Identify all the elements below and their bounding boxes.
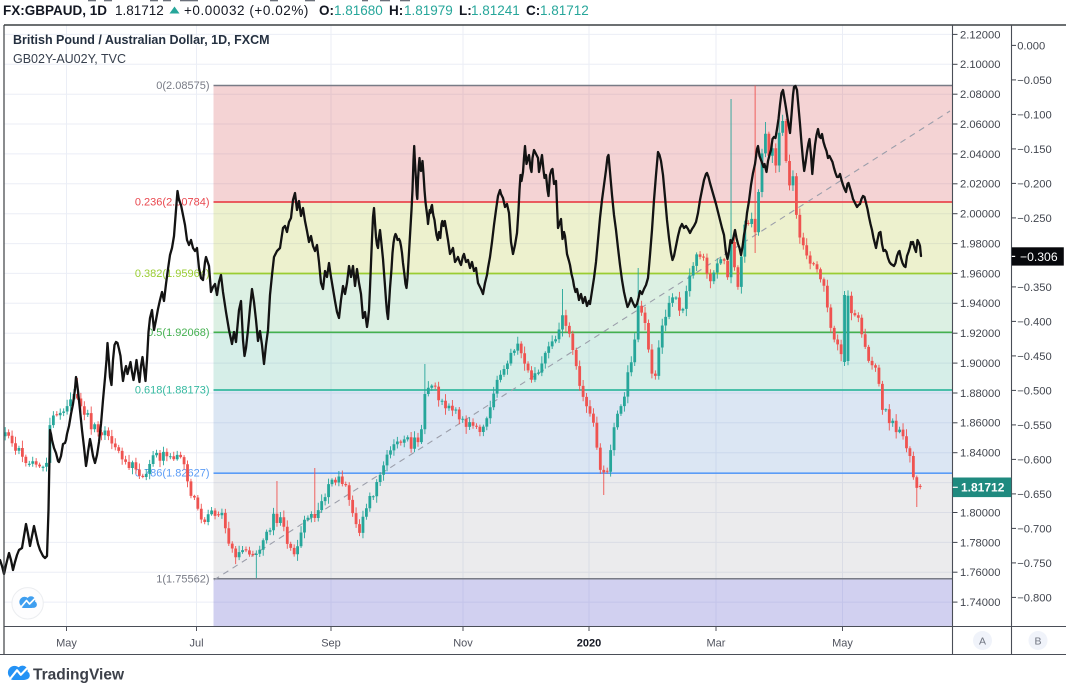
svg-text:May: May [832,638,853,650]
svg-text:0.5(1.92068): 0.5(1.92068) [147,327,209,339]
svg-text:−0.550: −0.550 [1017,420,1052,432]
svg-text:−0.800: −0.800 [1017,592,1052,604]
svg-text:−0.600: −0.600 [1017,454,1052,466]
svg-text:0.618(1.88173): 0.618(1.88173) [135,385,210,397]
svg-text:0.236(2.00784): 0.236(2.00784) [135,197,210,209]
svg-text:FX:GBPAUD, 1D: FX:GBPAUD, 1D [3,3,107,18]
svg-text:1.88000: 1.88000 [960,388,1000,400]
svg-text:H:: H: [389,3,403,18]
svg-text:−0.100: −0.100 [1017,109,1052,121]
svg-text:1.80000: 1.80000 [960,507,1000,519]
svg-text:−0.450: −0.450 [1017,351,1052,363]
svg-text:1.86000: 1.86000 [960,418,1000,430]
svg-text:1.76000: 1.76000 [960,567,1000,579]
svg-text:British Pound / Australian Dol: British Pound / Australian Dollar, 1D, F… [13,33,270,47]
svg-text:TradingView: TradingView [33,667,125,684]
svg-text:2.12000: 2.12000 [960,29,1000,41]
svg-text:A: A [979,635,986,647]
svg-text:May: May [56,638,77,650]
svg-text:−0.350: −0.350 [1017,282,1052,294]
svg-text:1.81979: 1.81979 [404,3,453,18]
svg-text:1.90000: 1.90000 [960,358,1000,370]
svg-text:2.00000: 2.00000 [960,209,1000,221]
svg-text:Mar: Mar [707,638,726,650]
svg-text:GB02Y-AU02Y, TVC: GB02Y-AU02Y, TVC [13,52,126,66]
svg-text:1.81712: 1.81712 [961,481,1005,495]
svg-text:−0.306: −0.306 [1020,250,1058,264]
svg-text:+0.00032 (+0.02%): +0.00032 (+0.02%) [184,3,309,18]
svg-text:0.000: 0.000 [1017,40,1045,52]
svg-text:L:: L: [459,3,472,18]
svg-text:1.81712: 1.81712 [115,3,164,18]
svg-text:−0.500: −0.500 [1017,385,1052,397]
svg-text:2.08000: 2.08000 [960,89,1000,101]
svg-text:−0.250: −0.250 [1017,213,1052,225]
svg-text:0.382(1.95964): 0.382(1.95964) [135,268,210,280]
svg-text:1.74000: 1.74000 [960,597,1000,609]
svg-text:2.06000: 2.06000 [960,119,1000,131]
svg-text:Jul: Jul [189,638,203,650]
svg-text:1.81712: 1.81712 [540,3,589,18]
svg-text:−0.750: −0.750 [1017,558,1052,570]
svg-text:−0.400: −0.400 [1017,316,1052,328]
svg-text:O:: O: [319,3,334,18]
svg-text:−0.200: −0.200 [1017,178,1052,190]
svg-text:1.94000: 1.94000 [960,298,1000,310]
svg-text:1.81241: 1.81241 [471,3,520,18]
svg-text:1.96000: 1.96000 [960,268,1000,280]
svg-text:2020: 2020 [577,638,601,650]
svg-text:1.78000: 1.78000 [960,537,1000,549]
svg-text:1(1.75562): 1(1.75562) [156,573,209,585]
svg-text:0.786(1.82627): 0.786(1.82627) [135,468,210,480]
svg-text:1.92000: 1.92000 [960,328,1000,340]
svg-text:2.10000: 2.10000 [960,59,1000,71]
svg-text:2.02000: 2.02000 [960,179,1000,191]
svg-text:Sep: Sep [321,638,341,650]
svg-text:−0.150: −0.150 [1017,144,1052,156]
svg-text:Nov: Nov [453,638,473,650]
svg-text:−0.650: −0.650 [1017,489,1052,501]
svg-text:−0.050: −0.050 [1017,75,1052,87]
svg-text:B: B [1034,635,1041,647]
svg-text:1.84000: 1.84000 [960,448,1000,460]
svg-text:1.98000: 1.98000 [960,239,1000,251]
svg-text:−0.700: −0.700 [1017,523,1052,535]
svg-text:1.81680: 1.81680 [334,3,383,18]
svg-text:2.04000: 2.04000 [960,149,1000,161]
svg-text:C:: C: [526,3,540,18]
svg-text:0(2.08575): 0(2.08575) [156,80,209,92]
